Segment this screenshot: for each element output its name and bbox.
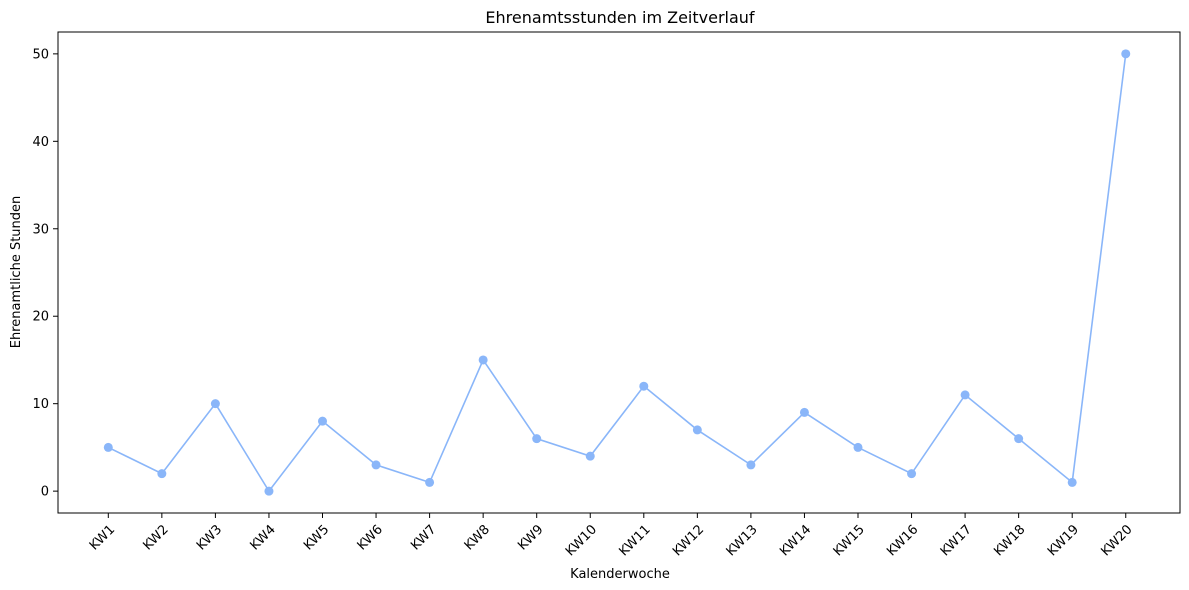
data-point	[532, 434, 542, 444]
data-point	[907, 469, 917, 479]
data-point	[478, 355, 488, 365]
data-point	[210, 399, 220, 409]
series-line	[107, 53, 1127, 493]
data-point	[692, 425, 702, 435]
data-point	[157, 469, 167, 479]
data-point	[960, 390, 970, 400]
data-point	[103, 442, 113, 452]
data-point	[1067, 477, 1077, 487]
data-point	[1121, 49, 1131, 59]
data-point	[585, 451, 595, 461]
data-point	[264, 486, 274, 496]
data-point	[639, 381, 649, 391]
y-tick-label: 40	[32, 135, 49, 150]
chart-title: Ehrenamtsstunden im Zeitverlauf	[485, 8, 755, 27]
y-axis-label: Ehrenamtliche Stunden	[9, 196, 24, 349]
x-axis-label: Kalenderwoche	[570, 567, 670, 582]
y-tick-label: 30	[32, 222, 49, 237]
y-tick-label: 0	[41, 485, 49, 500]
data-point	[746, 460, 756, 470]
plot-frame	[57, 31, 1181, 514]
data-point	[371, 460, 381, 470]
data-point	[425, 477, 435, 487]
y-tick-label: 10	[32, 397, 49, 412]
y-tick-label: 20	[32, 310, 49, 325]
data-point	[1014, 434, 1024, 444]
data-point	[318, 416, 327, 426]
data-point	[853, 442, 863, 452]
y-tick-label: 50	[32, 47, 49, 62]
data-point	[799, 407, 809, 417]
